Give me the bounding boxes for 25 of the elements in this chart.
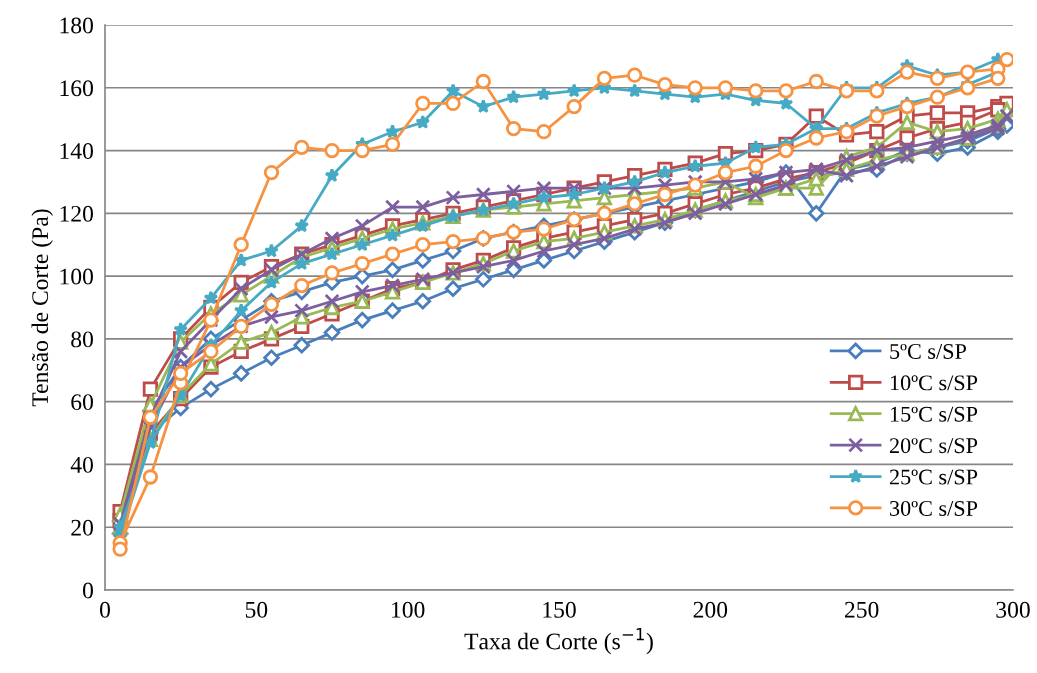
x-tick-label: 300 (996, 601, 1030, 618)
legend-label: 30ºC s/SP (890, 500, 978, 516)
legend-label: 10ºC s/SP (890, 375, 978, 391)
y-axis-title: Tensão de Corte (Pa) (31, 209, 53, 407)
y-tick-label: 160 (60, 80, 93, 97)
x-tick-label: 200 (693, 601, 728, 618)
y-tick-label: 60 (71, 394, 93, 411)
y-tick-label: 140 (60, 143, 93, 159)
legend-label: 15ºC s/SP (890, 406, 978, 422)
x-tick-label: 100 (392, 601, 425, 618)
y-tick-label: 120 (60, 205, 93, 222)
y-tick-label: 180 (60, 17, 93, 34)
x-axis-title: Taxa de Corte (s$^{−1}$) (464, 628, 653, 655)
legend-label: 5ºC s/SP (890, 343, 967, 359)
y-tick-label: 40 (70, 456, 93, 473)
y-tick-label: 100 (60, 268, 93, 285)
y-tick-label: 0 (82, 582, 93, 599)
x-tick-label: 150 (543, 601, 576, 618)
y-tick-label: 80 (71, 331, 93, 348)
legend-label: 25ºC s/SP (889, 469, 978, 485)
x-tick-label: 250 (844, 601, 879, 618)
y-tick-label: 20 (71, 519, 93, 536)
x-tick-label: 50 (245, 601, 268, 618)
legend-label: 20ºC s/SP (889, 438, 978, 454)
x-tick-label: 0 (100, 601, 110, 618)
